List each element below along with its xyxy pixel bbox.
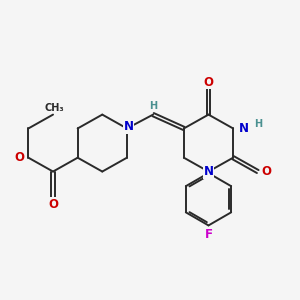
Text: N: N [203,165,214,178]
Text: CH₃: CH₃ [45,103,64,113]
Text: O: O [48,198,58,211]
Text: O: O [15,151,25,164]
Text: O: O [261,165,272,178]
Text: N: N [124,120,134,134]
Text: O: O [203,76,214,89]
Text: N: N [239,122,249,135]
Text: H: H [149,101,157,111]
Text: F: F [205,227,212,241]
Text: H: H [254,119,262,129]
